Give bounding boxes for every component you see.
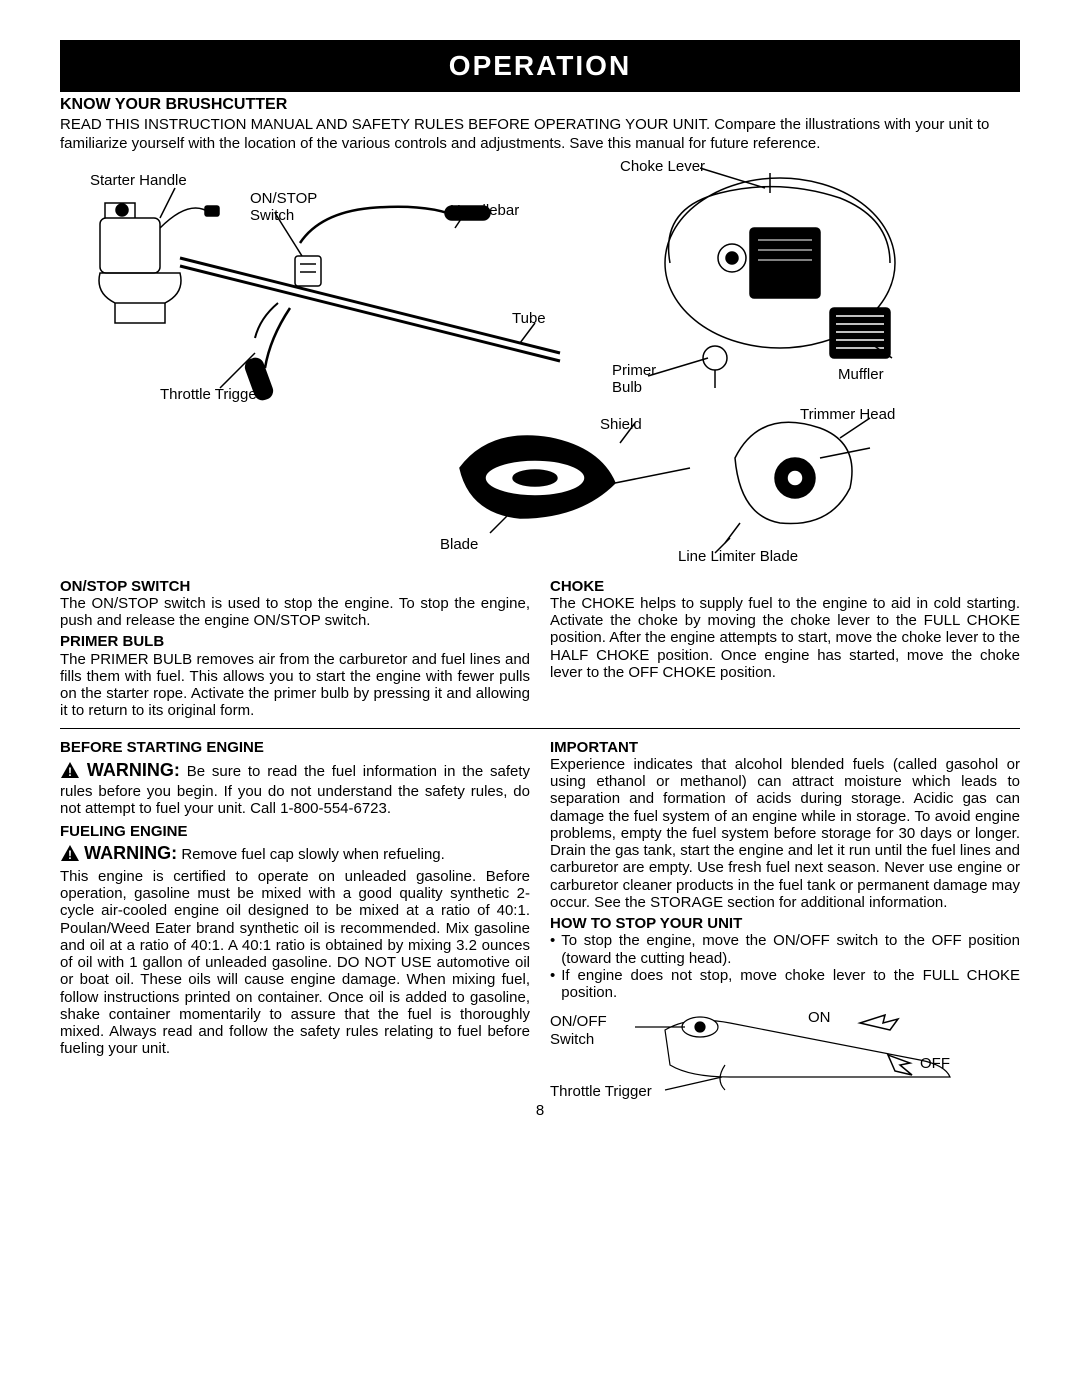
warning-icon: ! [60, 761, 80, 783]
page-number: 8 [60, 1102, 1020, 1119]
choke-body: The CHOKE helps to supply fuel to the en… [550, 595, 1020, 681]
warning-body-2: Remove fuel cap slowly when refueling. [181, 846, 444, 863]
know-your-brushcutter-title: KNOW YOUR BRUSHCUTTER [60, 96, 1020, 114]
label-throttle-trigger: Throttle Trigger [160, 386, 262, 403]
label-on-off-switch: ON/OFF Switch [550, 1013, 620, 1048]
svg-text:!: ! [68, 848, 72, 862]
label-trimmer-head: Trimmer Head [800, 406, 895, 423]
important-body: Experience indicates that alcohol blende… [550, 756, 1020, 911]
fueling-body: This engine is certified to operate on u… [60, 868, 530, 1058]
label-line-limiter-blade: Line Limiter Blade [678, 548, 798, 565]
section-divider [60, 728, 1020, 729]
label-handlebar: Handlebar [450, 202, 519, 219]
primer-bulb-title: PRIMER BULB [60, 633, 530, 650]
operation-banner: OPERATION [60, 40, 1020, 92]
label-throttle-trigger-small: Throttle Trigger [550, 1083, 652, 1100]
stop-bullet-1: To stop the engine, move the ON/OFF swit… [561, 932, 1020, 967]
svg-text:!: ! [68, 765, 72, 779]
choke-title: CHOKE [550, 578, 1020, 595]
label-choke-lever: Choke Lever [620, 158, 705, 175]
label-primer-bulb: Primer Bulb [612, 362, 672, 396]
label-shield: Shield [600, 416, 642, 433]
bullet-icon: • [550, 932, 555, 949]
label-starter-handle: Starter Handle [90, 172, 187, 189]
on-stop-switch-title: ON/STOP SWITCH [60, 578, 530, 595]
warning-label-1: WARNING: [87, 760, 180, 780]
stop-bullet-2: If engine does not stop, move choke leve… [561, 967, 1020, 1002]
important-title: IMPORTANT [550, 739, 1020, 756]
label-blade: Blade [440, 536, 478, 553]
warning-label-2: WARNING: [84, 843, 177, 863]
fueling-engine-title: FUELING ENGINE [60, 823, 530, 840]
primer-bulb-body: The PRIMER BULB removes air from the car… [60, 651, 530, 720]
label-muffler: Muffler [838, 366, 884, 383]
intro-body: READ THIS INSTRUCTION MANUAL AND SAFETY … [60, 116, 1020, 154]
label-tube: Tube [512, 310, 546, 327]
label-off: OFF [920, 1055, 950, 1072]
stop-diagram: ON/OFF Switch ON OFF Throttle Trigger [550, 1005, 1020, 1100]
label-on-stop-switch: ON/STOP Switch [250, 190, 340, 224]
how-to-stop-title: HOW TO STOP YOUR UNIT [550, 915, 1020, 932]
before-starting-title: BEFORE STARTING ENGINE [60, 739, 530, 756]
label-on: ON [808, 1009, 831, 1026]
on-stop-switch-body: The ON/STOP switch is used to stop the e… [60, 595, 530, 630]
bullet-icon: • [550, 967, 555, 984]
warning-icon: ! [60, 844, 80, 866]
brushcutter-diagram: Starter Handle ON/STOP Switch Handlebar … [60, 158, 1020, 568]
